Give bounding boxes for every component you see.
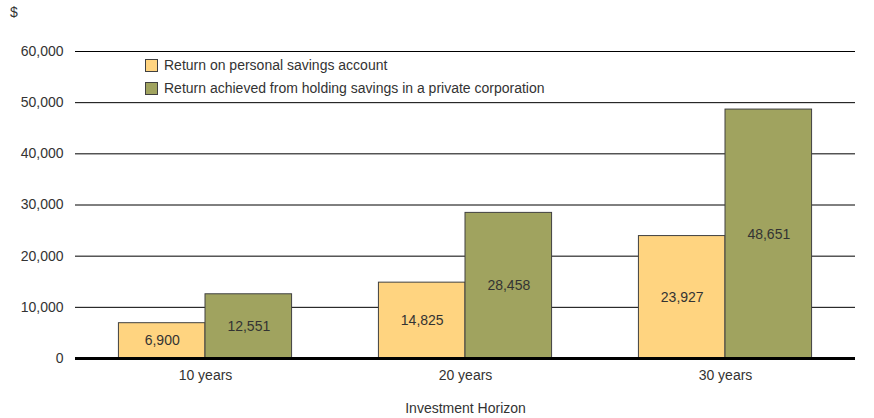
svg-text:40,000: 40,000 bbox=[21, 145, 64, 161]
html-text:Return achieved from holding s: Return achieved from holding savings in … bbox=[164, 80, 545, 96]
svg-text:30,000: 30,000 bbox=[21, 196, 64, 212]
svg-text:50,000: 50,000 bbox=[21, 94, 64, 110]
svg-text:6,900: 6,900 bbox=[145, 332, 180, 348]
svg-text:48,651: 48,651 bbox=[747, 226, 790, 242]
svg-text:23,927: 23,927 bbox=[661, 289, 704, 305]
svg-text:60,000: 60,000 bbox=[21, 43, 64, 59]
svg-text:0: 0 bbox=[56, 350, 64, 366]
svg-text:14,825: 14,825 bbox=[401, 312, 444, 328]
svg-text:10,000: 10,000 bbox=[21, 299, 64, 315]
svg-text:12,551: 12,551 bbox=[227, 318, 270, 334]
svg-text:20,000: 20,000 bbox=[21, 248, 64, 264]
html-text:Return on personal savings acc: Return on personal savings account bbox=[164, 57, 388, 73]
svg-text:28,458: 28,458 bbox=[487, 277, 530, 293]
svg-text:20 years: 20 years bbox=[439, 367, 493, 383]
svg-text:10 years: 10 years bbox=[179, 367, 233, 383]
svg-text:Investment Horizon: Investment Horizon bbox=[405, 400, 526, 416]
svg-text:30 years: 30 years bbox=[699, 367, 753, 383]
